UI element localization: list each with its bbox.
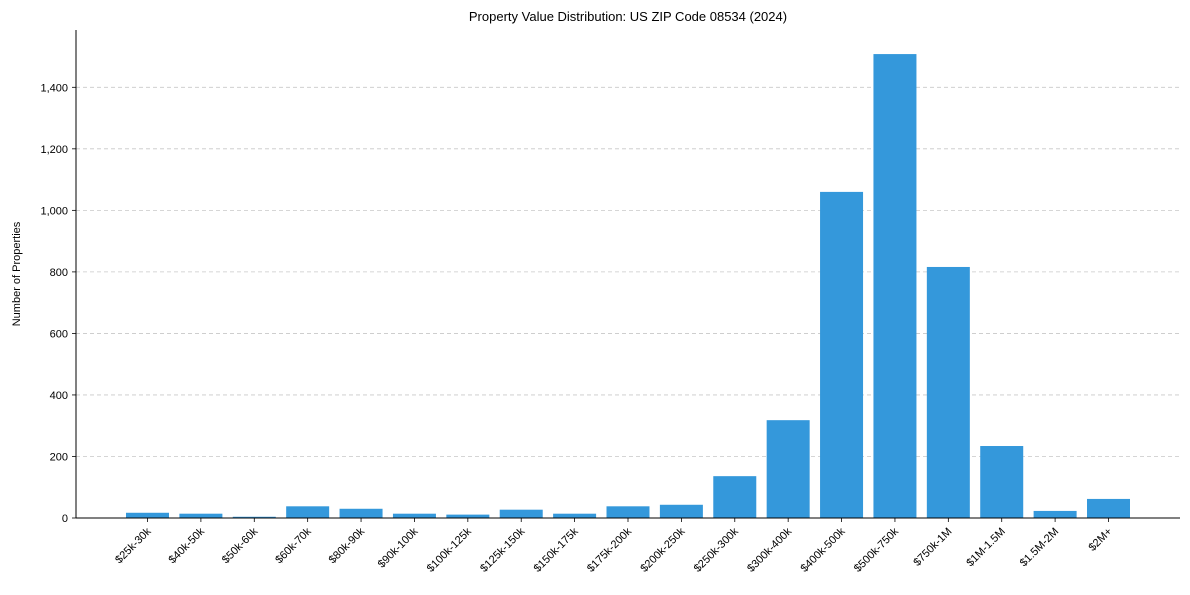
y-tick-label: 200 <box>50 451 68 463</box>
bar <box>126 512 169 518</box>
bar <box>713 476 757 518</box>
bar <box>659 504 703 518</box>
bar <box>606 506 650 518</box>
x-tick-label: $150k-175k <box>532 525 581 574</box>
bar <box>1033 510 1077 518</box>
x-tick-label: $25k-30k <box>113 525 154 566</box>
bar <box>766 420 810 518</box>
bar <box>873 54 917 518</box>
bar <box>339 508 383 518</box>
x-tick-label: $400k-500k <box>799 525 848 574</box>
x-tick-label: $100k-125k <box>425 525 474 574</box>
x-tick-label: $1M-1.5M <box>964 526 1008 570</box>
y-tick-label: 1,400 <box>40 82 68 94</box>
bar <box>980 446 1024 518</box>
bar <box>820 191 864 519</box>
y-tick-label: 1,000 <box>40 205 68 217</box>
bar <box>232 516 276 518</box>
x-tick-label: $90k-100k <box>376 525 421 570</box>
x-tick-label: $2M+ <box>1086 526 1114 554</box>
x-tick-label: $200k-250k <box>638 525 687 574</box>
bar <box>553 513 597 518</box>
x-tick-label: $750k-1M <box>911 526 954 569</box>
x-tick-label: $60k-70k <box>273 525 314 566</box>
bar <box>392 513 436 518</box>
x-tick-label: $40k-50k <box>167 525 208 566</box>
bar <box>926 266 970 518</box>
bar <box>1087 498 1130 518</box>
x-tick-label: $125k-150k <box>478 525 527 574</box>
y-tick-label: 400 <box>50 390 68 402</box>
bar <box>286 506 330 518</box>
x-tick-label: $1.5M-2M <box>1018 526 1062 570</box>
x-tick-label: $250k-300k <box>692 525 741 574</box>
y-axis-label: Number of Properties <box>11 221 23 326</box>
bar <box>446 514 490 518</box>
x-tick-label: $50k-60k <box>220 525 261 566</box>
bar <box>499 509 543 518</box>
bar <box>179 513 223 518</box>
y-tick-label: 0 <box>62 513 68 525</box>
x-tick-label: $500k-750k <box>852 525 901 574</box>
y-tick-label: 800 <box>50 267 68 279</box>
x-tick-label: $175k-200k <box>585 525 634 574</box>
y-tick-label: 1,200 <box>40 144 68 156</box>
x-tick-label: $300k-400k <box>745 525 794 574</box>
y-tick-label: 600 <box>50 328 68 340</box>
chart-title: Property Value Distribution: US ZIP Code… <box>469 9 787 24</box>
x-tick-label: $80k-90k <box>327 525 368 566</box>
